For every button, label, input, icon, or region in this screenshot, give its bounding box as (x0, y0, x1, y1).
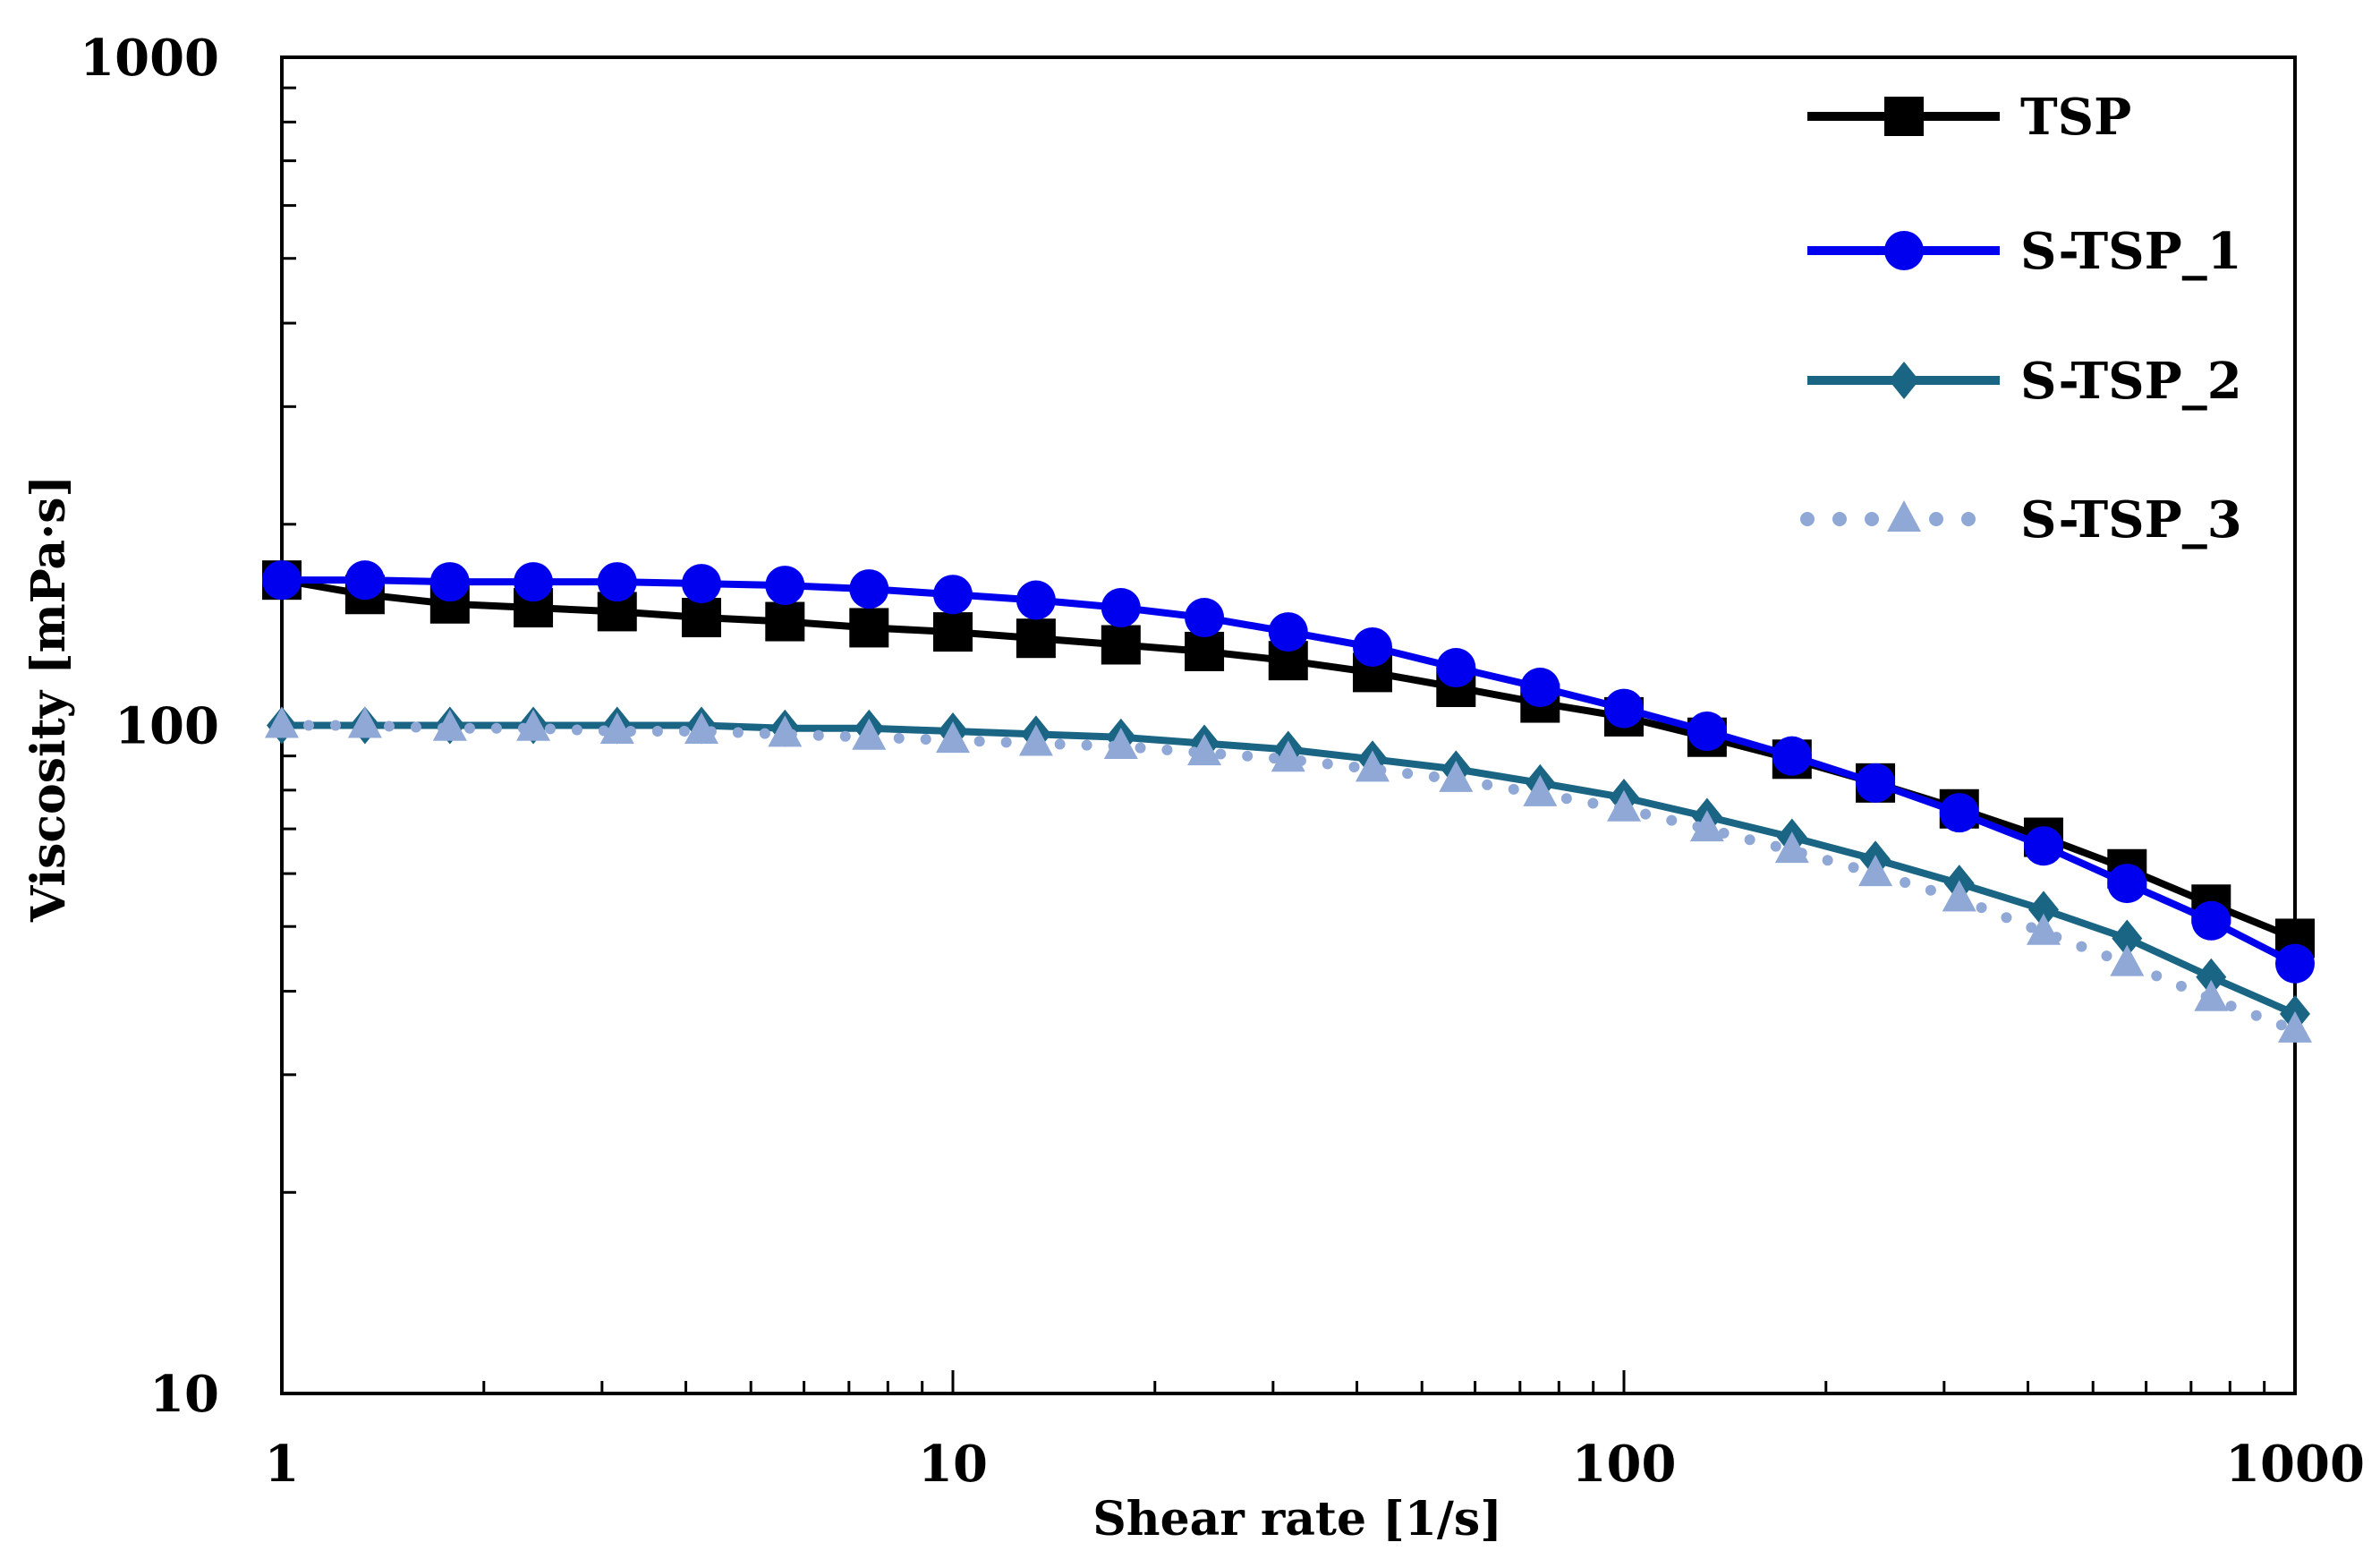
data-point-s-tsp-2 (2112, 919, 2143, 958)
legend-marker-s-tsp-1 (1884, 231, 1924, 270)
data-point-s-tsp-3 (1355, 750, 1390, 782)
data-point-s-tsp-3 (2278, 1010, 2312, 1043)
data-point-s-tsp-3 (1607, 789, 1641, 822)
series-layer (262, 560, 2315, 1043)
legend-label-s-tsp-1: S-TSP_1 (2020, 222, 2242, 281)
x-tick-label: 10 (918, 1435, 988, 1494)
y-axis-title: Viscosity [mPa·s] (21, 475, 76, 923)
data-point-s-tsp-1 (597, 562, 637, 602)
data-point-s-tsp-1 (1268, 612, 1308, 652)
data-point-s-tsp-1 (1939, 793, 1979, 833)
data-point-s-tsp-3 (265, 706, 299, 738)
data-point-s-tsp-1 (1101, 588, 1141, 628)
data-point-tsp (849, 608, 889, 648)
legend: TSP S-TSP_1 S-TSP_2 S-TSP_3 (1800, 88, 2242, 550)
y-tick-label: 1000 (80, 29, 219, 88)
data-point-s-tsp-1 (1687, 712, 1727, 752)
data-point-s-tsp-3 (347, 706, 382, 738)
data-point-s-tsp-1 (2191, 900, 2231, 941)
legend-marker-s-tsp-2 (1889, 362, 1919, 399)
data-point-tsp (1185, 631, 1225, 671)
data-point-s-tsp-1 (2023, 826, 2063, 866)
data-point-s-tsp-1 (429, 562, 470, 602)
data-point-tsp (681, 598, 721, 638)
data-point-s-tsp-3 (1439, 760, 1474, 792)
series-s-tsp-1 (262, 560, 2315, 984)
data-point-tsp (1016, 618, 1056, 659)
data-point-s-tsp-1 (1772, 736, 1812, 776)
data-point-s-tsp-3 (1271, 740, 1305, 772)
legend-label-s-tsp-3: S-TSP_3 (2020, 490, 2242, 550)
data-point-s-tsp-1 (1436, 648, 1476, 688)
data-point-tsp (765, 601, 805, 642)
x-axis-title: Shear rate [1/s] (1092, 1492, 1502, 1547)
legend-item-tsp: TSP (1807, 88, 2131, 147)
legend-item-s-tsp-3: S-TSP_3 (1800, 490, 2242, 550)
data-point-s-tsp-3 (2026, 913, 2061, 945)
data-point-s-tsp-3 (936, 721, 970, 754)
data-point-s-tsp-3 (1018, 724, 1053, 756)
data-point-s-tsp-1 (849, 569, 889, 609)
data-point-s-tsp-3 (1774, 831, 1809, 864)
data-point-s-tsp-1 (2107, 864, 2147, 904)
data-point-s-tsp-3 (1689, 810, 1724, 842)
data-point-s-tsp-1 (2275, 943, 2315, 984)
legend-marker-tsp (1884, 97, 1924, 136)
data-point-s-tsp-3 (684, 712, 718, 745)
data-point-s-tsp-1 (1520, 668, 1560, 708)
data-point-s-tsp-3 (1942, 880, 1976, 912)
legend-label-tsp: TSP (2020, 88, 2131, 147)
data-point-s-tsp-3 (599, 712, 634, 745)
data-point-s-tsp-2 (2196, 958, 2227, 996)
data-point-s-tsp-3 (432, 709, 467, 741)
y-tick-label: 10 (149, 1365, 219, 1424)
legend-label-s-tsp-2: S-TSP_2 (2020, 352, 2242, 411)
data-point-s-tsp-2 (2027, 891, 2059, 929)
y-tick-label: 100 (115, 697, 219, 756)
data-point-s-tsp-1 (1352, 626, 1392, 667)
legend-marker-s-tsp-3 (1887, 500, 1921, 532)
x-tick-label: 1000 (2225, 1435, 2365, 1494)
data-point-s-tsp-3 (1187, 734, 1222, 766)
series-s-tsp-3 (265, 706, 2312, 1043)
data-point-s-tsp-3 (768, 715, 803, 747)
data-point-s-tsp-1 (1856, 763, 1896, 803)
data-point-s-tsp-1 (933, 575, 973, 615)
data-point-s-tsp-1 (1604, 688, 1644, 729)
data-point-s-tsp-1 (514, 562, 554, 602)
data-point-s-tsp-1 (344, 560, 385, 601)
data-point-s-tsp-1 (765, 566, 805, 606)
data-point-tsp (1101, 625, 1141, 665)
data-point-tsp (933, 612, 973, 652)
legend-item-s-tsp-1: S-TSP_1 (1807, 222, 2242, 281)
data-point-s-tsp-1 (1185, 598, 1225, 638)
data-point-s-tsp-1 (262, 560, 302, 601)
data-point-s-tsp-3 (2194, 979, 2229, 1011)
data-point-s-tsp-3 (852, 718, 887, 750)
data-point-s-tsp-3 (1103, 728, 1138, 760)
data-point-s-tsp-1 (681, 564, 721, 604)
legend-item-s-tsp-2: S-TSP_2 (1807, 352, 2242, 411)
data-point-s-tsp-1 (1016, 580, 1056, 620)
data-point-s-tsp-3 (1523, 774, 1558, 806)
data-point-s-tsp-3 (2110, 944, 2145, 976)
data-point-s-tsp-3 (516, 709, 551, 741)
x-tick-label: 1 (265, 1435, 300, 1494)
x-tick-label: 100 (1572, 1435, 1677, 1494)
axes: 1 10 100 1000 10 100 1000 (80, 29, 2365, 1494)
data-point-s-tsp-3 (1858, 855, 1893, 887)
